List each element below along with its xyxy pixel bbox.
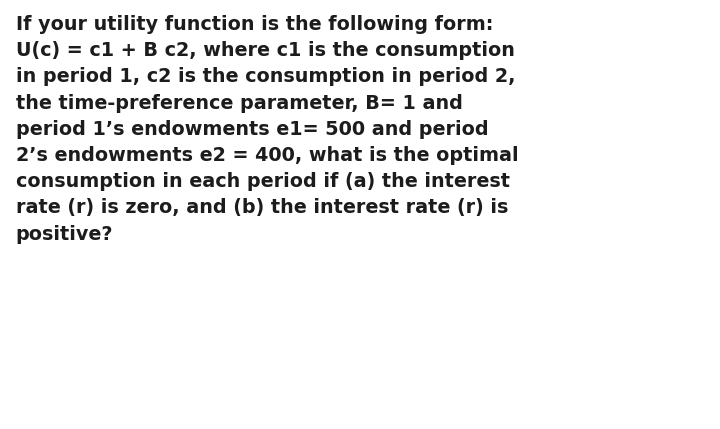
Text: If your utility function is the following form:
U(c) = c1 + B c2, where c1 is th: If your utility function is the followin…	[16, 15, 518, 244]
